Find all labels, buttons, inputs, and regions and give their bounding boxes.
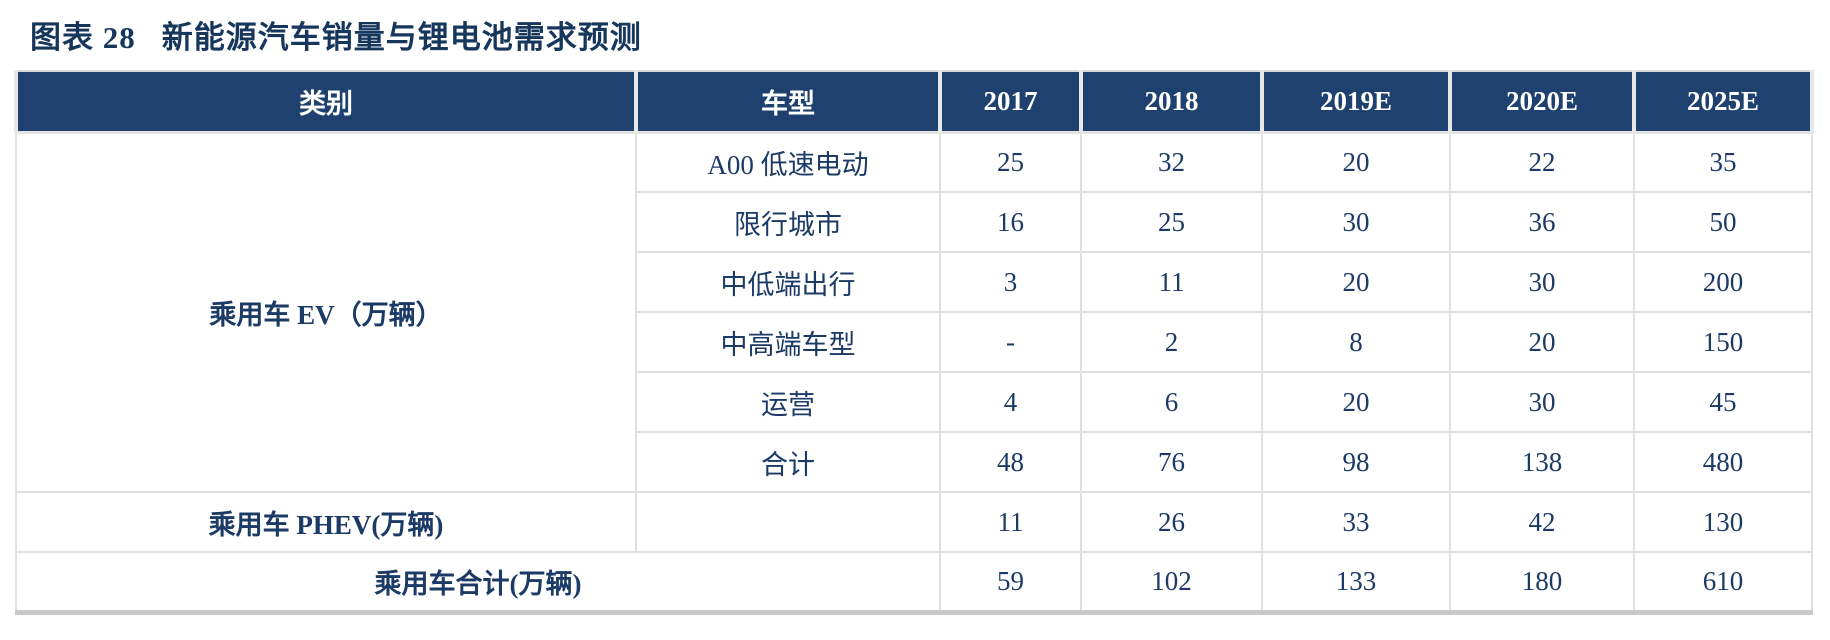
cell-value-2025e: 200: [1633, 251, 1813, 313]
row-mid-high-end-models: 中高端车型 - 2 8 20 150: [16, 311, 1813, 373]
column-header-2020e: 2020E: [1448, 70, 1636, 134]
cell-value-2019e: 20: [1261, 131, 1451, 193]
cell-model-label: 中高端车型: [635, 311, 941, 373]
cell-value-2019e: 8: [1261, 311, 1451, 373]
cell-value-2019e: 30: [1261, 191, 1451, 253]
cell-value-2025e: 480: [1633, 431, 1813, 493]
cell-total-group-label: 乘用车合计(万辆): [15, 551, 941, 613]
column-header-2018: 2018: [1079, 70, 1264, 134]
row-operations: 运营 4 6 20 30 45: [16, 371, 1813, 433]
cell-value-2025e: 45: [1633, 371, 1813, 433]
cell-value-2017: 4: [939, 371, 1082, 433]
cell-model-label: 运营: [635, 371, 941, 433]
column-header-2019e: 2019E: [1260, 70, 1452, 134]
cell-model-label: 限行城市: [635, 191, 941, 253]
cell-ev-group-label: 乘用车 EV（万辆）: [15, 131, 637, 493]
cell-value-2019e: 33: [1261, 491, 1451, 553]
cell-value-2020e: 138: [1449, 431, 1635, 493]
cell-value-2018: 76: [1080, 431, 1263, 493]
cell-value-2017: 59: [939, 551, 1082, 613]
cell-value-2020e: 20: [1449, 311, 1635, 373]
cell-value-2025e: 150: [1633, 311, 1813, 373]
cell-value-2018: 26: [1080, 491, 1263, 553]
cell-phev-group-label: 乘用车 PHEV(万辆): [15, 491, 637, 553]
cell-value-2019e: 98: [1261, 431, 1451, 493]
cell-model-label-empty: [635, 491, 941, 553]
cell-model-label: A00 低速电动: [635, 131, 941, 193]
cell-value-2025e: 610: [1633, 551, 1813, 613]
cell-value-2020e: 22: [1449, 131, 1635, 193]
cell-value-2025e: 50: [1633, 191, 1813, 253]
row-restricted-cities: 限行城市 16 25 30 36 50: [16, 191, 1813, 253]
cell-value-2017: 48: [939, 431, 1082, 493]
column-header-model: 车型: [634, 70, 942, 134]
cell-value-2020e: 180: [1449, 551, 1635, 613]
cell-model-label: 合计: [635, 431, 941, 493]
row-passenger-total: 乘用车合计(万辆) 59 102 133 180 610: [15, 551, 1813, 613]
cell-value-2017: 25: [939, 131, 1082, 193]
row-phev: 乘用车 PHEV(万辆) 11 26 33 42 130: [15, 491, 1813, 553]
cell-value-2017: 3: [939, 251, 1082, 313]
cell-value-2025e: 35: [1633, 131, 1813, 193]
column-header-2017: 2017: [938, 70, 1083, 134]
cell-value-2018: 2: [1080, 311, 1263, 373]
figure-title-text: 新能源汽车销量与锂电池需求预测: [161, 20, 642, 55]
cell-value-2018: 32: [1080, 131, 1263, 193]
cell-value-2017: -: [939, 311, 1082, 373]
cell-value-2018: 11: [1080, 251, 1263, 313]
cell-value-2017: 16: [939, 191, 1082, 253]
cell-value-2020e: 30: [1449, 251, 1635, 313]
cell-value-2020e: 42: [1449, 491, 1635, 553]
cell-value-2017: 11: [939, 491, 1082, 553]
cell-model-label: 中低端出行: [635, 251, 941, 313]
cell-value-2019e: 133: [1261, 551, 1451, 613]
row-mid-low-end-travel: 中低端出行 3 11 20 30 200: [16, 251, 1813, 313]
cell-value-2020e: 30: [1449, 371, 1635, 433]
row-ev-subtotal: 合计 48 76 98 138 480: [16, 431, 1813, 493]
cell-value-2025e: 130: [1633, 491, 1813, 553]
row-a00-low-speed-ev: 乘用车 EV（万辆） A00 低速电动 25 32 20 22 35: [15, 131, 1813, 493]
column-header-2025e: 2025E: [1632, 70, 1814, 134]
cell-value-2019e: 20: [1261, 371, 1451, 433]
figure-number-label: 图表 28: [30, 20, 136, 55]
cell-value-2018: 102: [1080, 551, 1263, 613]
figure-title-line: 图表 28 新能源汽车销量与锂电池需求预测: [30, 12, 642, 57]
column-header-category: 类别: [14, 70, 638, 134]
cell-value-2018: 6: [1080, 371, 1263, 433]
forecast-table: 类别 车型 2017 2018 2019E 2020E 2025E 乘用车 EV…: [14, 70, 1814, 615]
cell-value-2018: 25: [1080, 191, 1263, 253]
header-row: 类别 车型 2017 2018 2019E 2020E 2025E: [14, 70, 1814, 134]
cell-value-2020e: 36: [1449, 191, 1635, 253]
cell-value-2019e: 20: [1261, 251, 1451, 313]
